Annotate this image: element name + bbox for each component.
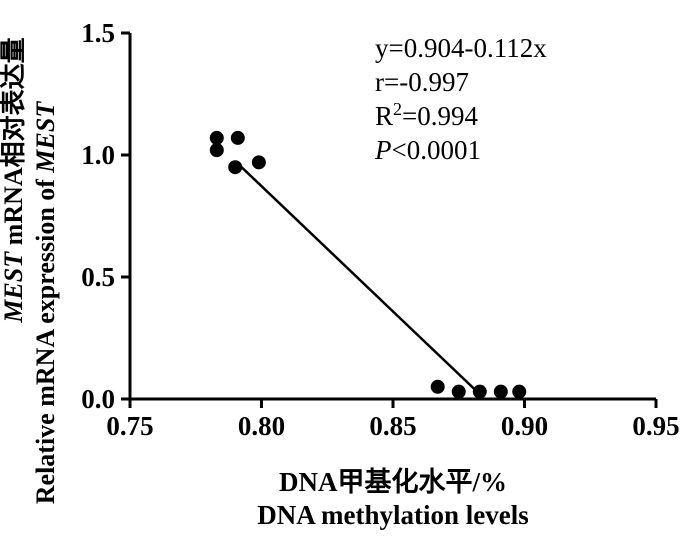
annotation-equation: y=0.904-0.112x <box>375 33 547 63</box>
data-point <box>251 155 266 170</box>
x-tick-label: 0.80 <box>238 411 285 441</box>
annotation-p: P<0.0001 <box>374 135 481 165</box>
data-point <box>430 379 445 394</box>
x-tick-label: 0.95 <box>632 411 679 441</box>
y-axis-title-zh-italic: MEST <box>0 251 28 324</box>
data-point <box>451 384 466 399</box>
data-point <box>512 384 527 399</box>
y-axis-title-en-pre: Relative mRNA expression of <box>31 173 60 505</box>
annotation-r2-rest: =0.994 <box>402 101 478 131</box>
annotation-r: r=-0.997 <box>375 67 469 97</box>
y-tick-label: 1.0 <box>81 140 115 170</box>
annotation-p-italic: P <box>374 135 392 165</box>
x-axis-title-zh: DNA甲基化水平/% <box>279 467 507 497</box>
y-axis-title-zh-rest: mRNA相对表达量 <box>0 37 28 252</box>
y-tick-label: 0.0 <box>81 384 115 414</box>
annotation-r2-sup: 2 <box>393 99 402 119</box>
x-tick-label: 0.90 <box>501 411 548 441</box>
axis-ticks: 0.75 0.80 0.85 0.90 0.95 0.0 0.5 1.0 1.5 <box>81 18 679 441</box>
x-tick-label: 0.75 <box>106 411 153 441</box>
data-point <box>209 130 224 145</box>
data-point <box>472 384 487 399</box>
data-point <box>209 143 224 158</box>
regression-line <box>234 160 479 393</box>
y-tick-label: 0.5 <box>81 262 115 292</box>
data-point <box>230 130 245 145</box>
annotation-r2: R2=0.994 <box>375 99 478 131</box>
data-point <box>493 384 508 399</box>
y-axis-title-zh: MEST mRNA相对表达量 <box>0 37 28 323</box>
x-axis-title-en: DNA methylation levels <box>257 500 528 530</box>
annotation-p-rest: <0.0001 <box>392 135 481 165</box>
plot-content <box>209 130 527 399</box>
data-point <box>228 160 243 175</box>
x-tick-label: 0.85 <box>369 411 416 441</box>
regression-annotation: y=0.904-0.112x r=-0.997 R2=0.994 P<0.000… <box>374 33 547 165</box>
annotation-r2-base: R <box>375 101 393 131</box>
y-axis-title-en: Relative mRNA expression of MEST <box>31 101 60 505</box>
y-tick-label: 1.5 <box>81 18 115 48</box>
y-axis-title-en-italic: MEST <box>31 101 60 174</box>
